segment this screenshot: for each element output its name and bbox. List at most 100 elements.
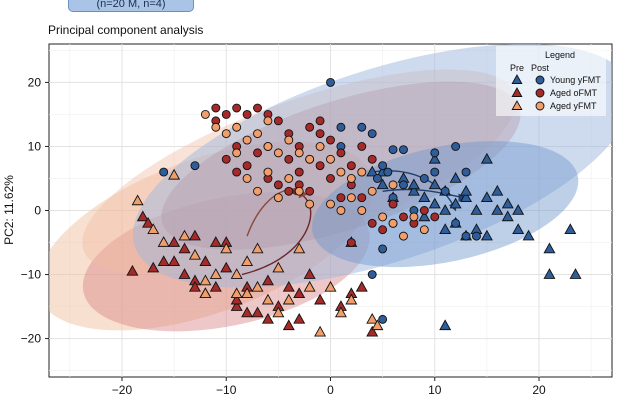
triangle-point [293, 312, 306, 324]
circle-point [326, 135, 335, 145]
circle-point [399, 231, 408, 241]
circle-point [378, 225, 388, 235]
circle-point [159, 167, 169, 177]
legend-pre-marker [511, 100, 523, 110]
circle-point [336, 122, 346, 132]
circle-point [399, 145, 408, 155]
triangle-point [293, 287, 306, 299]
circle-point [430, 148, 440, 158]
circle-point [388, 180, 398, 190]
triangle-point [168, 255, 181, 267]
circle-point [388, 145, 398, 155]
triangle-point [501, 197, 514, 209]
circle-point [399, 180, 408, 190]
circle-point [305, 199, 315, 209]
legend-post-marker [535, 88, 545, 98]
circle-point [232, 148, 242, 158]
triangle-point [564, 223, 577, 235]
triangle-point [449, 172, 462, 183]
circle-point [419, 225, 429, 235]
triangle-point [480, 229, 493, 241]
triangle-point [345, 293, 358, 305]
circle-point [273, 180, 283, 190]
triangle-point [449, 197, 462, 209]
circle-point [346, 161, 356, 171]
circle-point [388, 199, 398, 209]
legend-entry-label: Young yFMT [550, 75, 601, 85]
circle-point [336, 167, 346, 177]
triangle-point [407, 178, 420, 190]
triangle-point [480, 152, 493, 164]
x-tick-label: −10 [216, 383, 237, 397]
triangle-point [428, 152, 441, 164]
triangle-point [439, 223, 452, 235]
circle-point [440, 186, 450, 196]
circle-point [242, 174, 252, 183]
circle-point [326, 174, 335, 183]
legend-post-marker [535, 75, 545, 85]
x-tick-label: 20 [532, 383, 546, 397]
circle-point [378, 244, 388, 254]
circle-point [221, 129, 231, 139]
circle-point [367, 218, 377, 228]
circle-point [346, 238, 356, 247]
triangle-point [366, 312, 379, 324]
y-tick-label: 0 [34, 204, 41, 218]
triangle-point [282, 319, 295, 331]
triangle-point [241, 306, 254, 318]
circle-point [242, 109, 252, 119]
y-axis-label: PC2: 11.62% [2, 175, 16, 245]
circle-point [461, 167, 471, 177]
triangle-point [168, 236, 181, 247]
circle-point [273, 193, 283, 203]
triangle-point [178, 242, 191, 254]
triangle-point [522, 229, 535, 241]
triangle-point [157, 255, 170, 267]
triangle-point [142, 216, 155, 228]
legend-entry-label: Aged oFMT [550, 88, 598, 98]
legend-pre-header: Pre [510, 63, 524, 73]
triangle-point [355, 280, 368, 292]
circle-point [367, 154, 377, 164]
y-tick-label: −10 [21, 268, 42, 282]
circle-point [305, 122, 315, 132]
circle-point [232, 122, 242, 132]
triangle-point [303, 280, 316, 292]
triangle-point [178, 229, 191, 241]
circle-point [430, 167, 440, 177]
circle-point [346, 193, 356, 203]
legend-pre-marker [511, 87, 523, 97]
triangle-point [314, 293, 327, 305]
triangle-point [251, 242, 264, 254]
triangle-point [220, 261, 233, 273]
circle-point [357, 122, 367, 132]
triangle-point [512, 204, 525, 215]
legend-post-marker [535, 101, 545, 111]
triangle-point [439, 319, 452, 331]
legend-entry-label: Aged yFMT [550, 101, 597, 111]
circle-point [451, 142, 461, 151]
triangle-point [460, 184, 473, 196]
circle-point [372, 174, 382, 183]
y-tick-label: 20 [28, 75, 42, 89]
circle-point [326, 154, 335, 164]
circle-point [253, 103, 262, 113]
triangle-point [178, 268, 191, 279]
circle-point [383, 167, 393, 177]
circle-point [315, 161, 325, 171]
triangle-point [428, 197, 441, 209]
circle-point [273, 116, 283, 126]
group-size-badge: (n=20 M, n=4) [68, 0, 194, 12]
circle-point [430, 212, 440, 222]
triangle-point [199, 255, 212, 267]
triangle-point [209, 268, 222, 279]
triangle-point [230, 300, 243, 311]
circle-point [242, 135, 252, 145]
circle-point [305, 154, 315, 164]
circle-point [315, 116, 325, 126]
legend-title: Legend [545, 50, 575, 60]
triangle-point [334, 306, 347, 318]
triangle-point [501, 210, 514, 222]
circle-point [336, 206, 346, 215]
triangle-point [418, 191, 431, 202]
